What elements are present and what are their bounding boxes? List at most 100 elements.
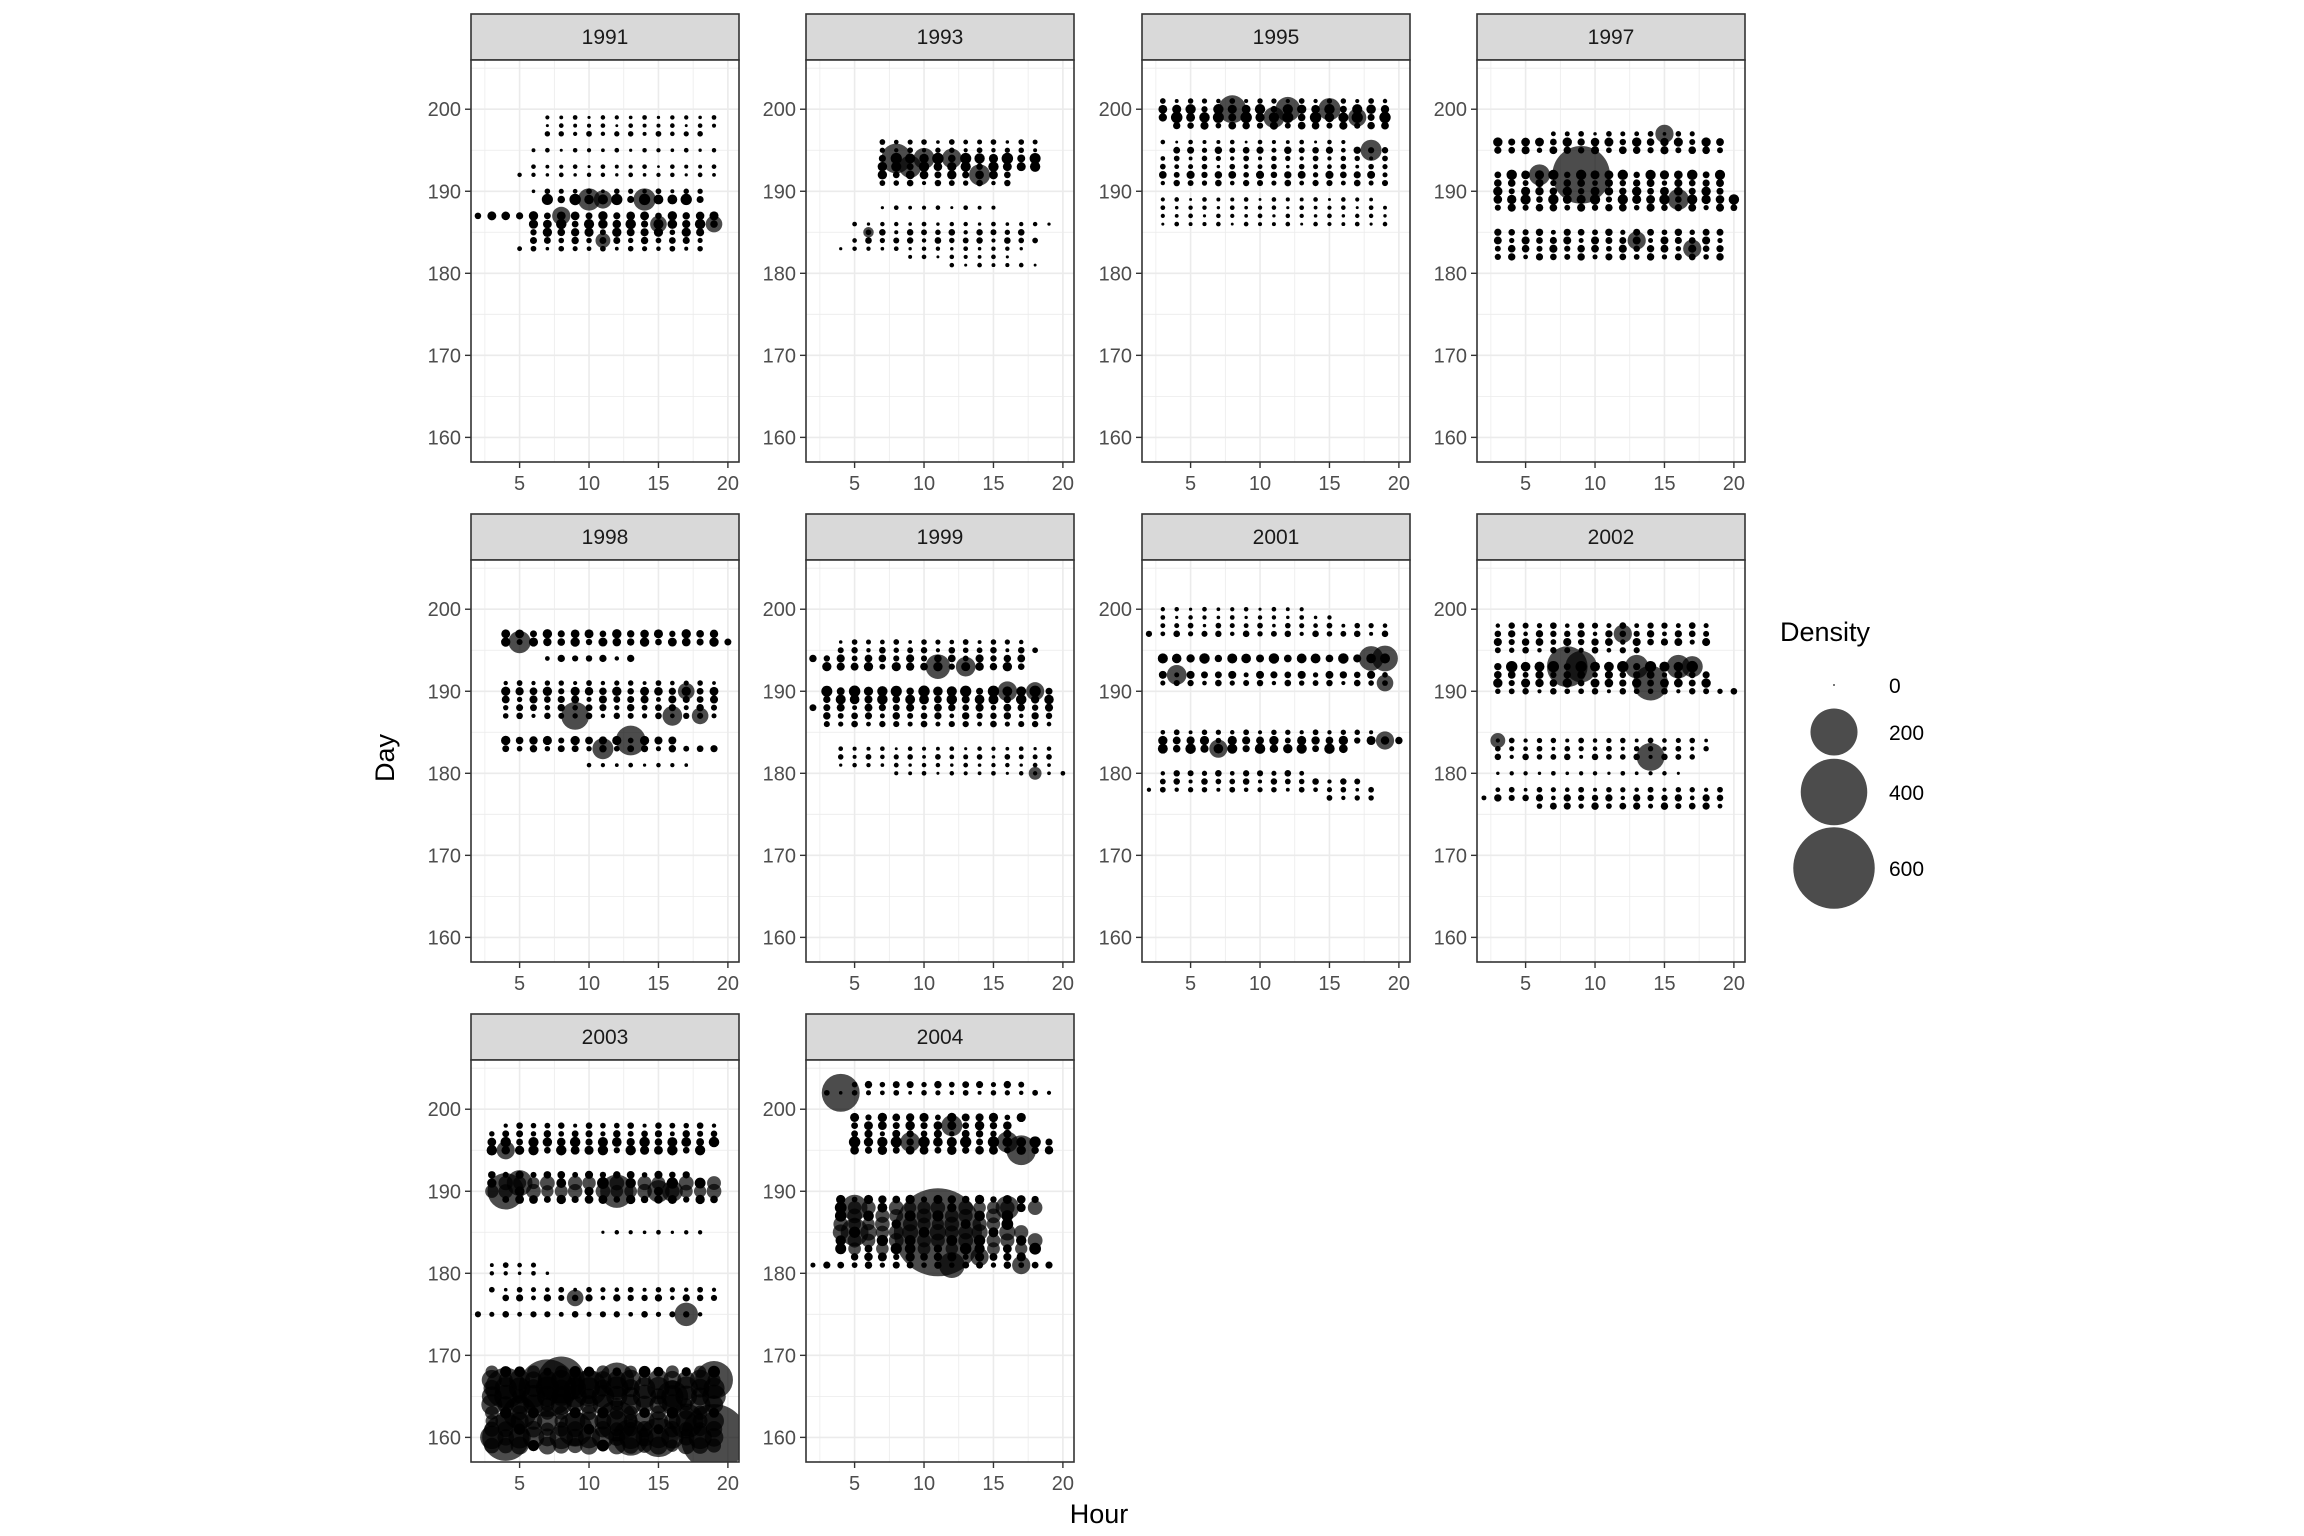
data-point bbox=[710, 745, 718, 753]
data-point bbox=[1494, 753, 1502, 761]
x-tick-label: 20 bbox=[1052, 1473, 1074, 1495]
data-point bbox=[1000, 1233, 1015, 1248]
data-point bbox=[1355, 787, 1360, 792]
data-point bbox=[864, 1129, 873, 1138]
data-point bbox=[1509, 754, 1514, 760]
data-point bbox=[1229, 139, 1235, 145]
data-point bbox=[1033, 148, 1038, 153]
data-point bbox=[964, 747, 968, 751]
data-point bbox=[693, 1185, 707, 1198]
x-tick-label: 5 bbox=[1520, 473, 1531, 495]
data-point bbox=[545, 246, 550, 251]
data-point bbox=[878, 654, 887, 663]
data-point bbox=[922, 755, 926, 759]
data-point bbox=[864, 703, 873, 712]
data-point bbox=[905, 1113, 915, 1122]
data-point bbox=[1244, 98, 1249, 104]
data-point bbox=[1675, 745, 1682, 752]
data-point bbox=[1591, 236, 1600, 245]
data-point bbox=[919, 1112, 929, 1123]
data-point bbox=[710, 1195, 718, 1204]
data-point bbox=[894, 747, 898, 751]
data-point bbox=[948, 663, 955, 670]
data-point bbox=[567, 1183, 583, 1199]
data-point bbox=[584, 227, 594, 237]
data-point bbox=[1619, 647, 1626, 654]
data-point bbox=[866, 222, 871, 226]
data-point bbox=[1659, 194, 1670, 205]
data-point bbox=[681, 637, 691, 647]
data-point bbox=[543, 1294, 552, 1302]
data-point bbox=[1383, 205, 1387, 210]
y-tick-label: 190 bbox=[1099, 681, 1132, 703]
data-point bbox=[585, 655, 593, 662]
data-point bbox=[1367, 121, 1375, 130]
data-point bbox=[1717, 147, 1723, 154]
data-point bbox=[669, 1287, 675, 1293]
data-point bbox=[1716, 228, 1724, 236]
data-point bbox=[877, 1136, 888, 1148]
data-point bbox=[1327, 615, 1332, 620]
data-point bbox=[941, 1115, 963, 1137]
data-point bbox=[991, 246, 996, 251]
data-point bbox=[963, 246, 969, 252]
data-point bbox=[531, 189, 536, 194]
data-point bbox=[1045, 687, 1053, 695]
data-point bbox=[823, 712, 831, 720]
data-point bbox=[977, 139, 983, 145]
data-point bbox=[925, 654, 951, 679]
data-point bbox=[710, 1294, 718, 1302]
data-point bbox=[571, 745, 579, 753]
data-point bbox=[906, 1081, 914, 1089]
data-point bbox=[879, 229, 886, 236]
data-point bbox=[1202, 140, 1207, 145]
data-point bbox=[1354, 155, 1360, 162]
data-point bbox=[1369, 730, 1374, 735]
data-point bbox=[1353, 146, 1361, 154]
data-point bbox=[571, 695, 580, 704]
data-point bbox=[1508, 253, 1516, 261]
data-point bbox=[920, 712, 928, 720]
data-point bbox=[595, 233, 611, 248]
data-point bbox=[1313, 205, 1318, 210]
data-point bbox=[530, 229, 537, 236]
data-point bbox=[1646, 253, 1655, 261]
data-point bbox=[1014, 1225, 1029, 1240]
data-point bbox=[975, 1130, 984, 1138]
data-point bbox=[1186, 670, 1195, 679]
data-point bbox=[1716, 138, 1724, 146]
data-point bbox=[517, 1311, 523, 1317]
data-point bbox=[1591, 802, 1599, 810]
data-point bbox=[1590, 678, 1600, 688]
data-point bbox=[1270, 671, 1278, 679]
data-point bbox=[1506, 169, 1517, 181]
data-point bbox=[1256, 770, 1264, 777]
data-point bbox=[1591, 753, 1599, 761]
data-point bbox=[1661, 229, 1668, 236]
data-point bbox=[586, 130, 592, 137]
legend-key bbox=[1833, 684, 1835, 686]
data-point bbox=[969, 164, 991, 186]
data-point bbox=[640, 686, 650, 696]
data-point bbox=[600, 164, 606, 169]
data-point bbox=[557, 654, 565, 663]
data-point bbox=[1506, 660, 1518, 673]
data-point bbox=[1354, 622, 1361, 629]
data-point bbox=[600, 131, 606, 137]
y-tick-label: 170 bbox=[1434, 845, 1467, 867]
data-point bbox=[528, 1136, 539, 1148]
data-point bbox=[584, 1186, 594, 1196]
data-point bbox=[642, 115, 647, 120]
data-point bbox=[1257, 164, 1263, 170]
y-tick-label: 180 bbox=[763, 763, 796, 785]
y-tick-label: 200 bbox=[1099, 599, 1132, 621]
data-point bbox=[1158, 670, 1167, 679]
data-point bbox=[615, 725, 646, 756]
data-point bbox=[1535, 670, 1544, 679]
data-point bbox=[584, 1195, 594, 1204]
data-point bbox=[921, 139, 927, 145]
data-point bbox=[1662, 746, 1667, 751]
data-point bbox=[1536, 147, 1543, 153]
data-point bbox=[1661, 180, 1668, 186]
legend-label: 200 bbox=[1889, 722, 1924, 745]
